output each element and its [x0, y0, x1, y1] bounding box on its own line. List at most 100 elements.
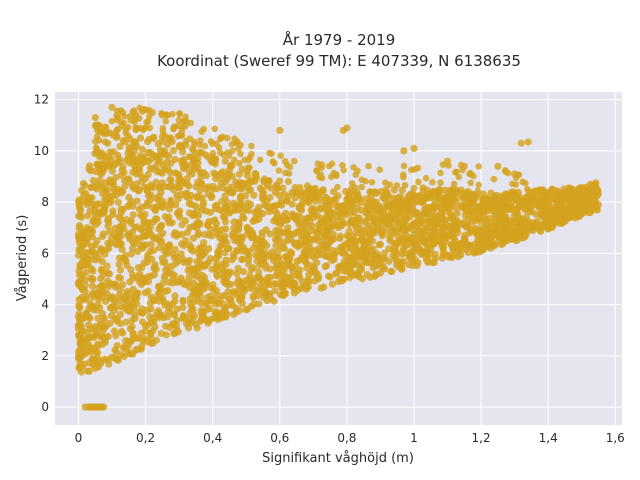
data-point: [413, 192, 421, 200]
data-point: [132, 234, 140, 242]
data-point: [131, 160, 139, 168]
data-point: [122, 318, 130, 326]
data-point: [410, 184, 418, 192]
data-point: [554, 188, 562, 196]
data-point: [536, 186, 545, 194]
data-point: [528, 202, 536, 210]
data-point: [80, 252, 88, 261]
data-point: [125, 124, 132, 131]
data-point: [135, 186, 143, 194]
data-point: [76, 278, 84, 286]
data-point: [159, 203, 167, 211]
data-point: [392, 200, 400, 208]
data-point: [142, 241, 150, 249]
data-point: [185, 168, 193, 176]
data-point: [228, 189, 236, 197]
data-point: [295, 227, 303, 235]
data-point: [129, 108, 137, 116]
data-point: [233, 270, 241, 278]
data-point: [372, 189, 381, 197]
data-point: [179, 303, 187, 311]
data-point: [353, 204, 361, 212]
data-point: [474, 187, 482, 195]
data-point: [326, 162, 333, 170]
data-point: [95, 284, 103, 292]
data-point: [334, 192, 342, 200]
data-point: [407, 249, 415, 257]
data-point: [437, 214, 445, 222]
data-point: [262, 226, 270, 234]
data-point: [355, 214, 363, 222]
y-tick-label: 6: [41, 246, 49, 260]
data-point: [196, 186, 204, 195]
data-point: [117, 225, 125, 233]
data-point: [506, 221, 514, 229]
data-point: [167, 176, 175, 184]
data-point: [294, 240, 302, 248]
data-point: [462, 202, 470, 210]
data-point: [284, 177, 292, 186]
data-point: [222, 313, 230, 321]
data-point: [109, 207, 117, 215]
data-point: [122, 337, 130, 345]
data-point: [343, 263, 351, 272]
chart-title: År 1979 - 2019 Koordinat (Sweref 99 TM):…: [157, 30, 521, 70]
data-point: [109, 180, 118, 188]
data-point: [431, 250, 439, 258]
data-point: [141, 158, 149, 166]
data-point: [212, 271, 221, 279]
data-point: [178, 221, 186, 229]
data-point: [246, 271, 254, 279]
data-point: [88, 290, 96, 298]
data-point: [341, 248, 349, 256]
data-point: [257, 238, 266, 246]
data-point: [401, 227, 409, 235]
data-point: [331, 251, 339, 259]
data-point: [106, 148, 114, 156]
data-point: [385, 202, 393, 210]
data-point: [75, 212, 83, 220]
data-point: [526, 226, 534, 234]
data-point: [225, 295, 233, 303]
data-point: [161, 287, 170, 295]
data-point: [437, 169, 444, 177]
data-point: [75, 196, 83, 204]
data-point: [345, 197, 353, 205]
data-point: [296, 266, 304, 274]
data-point: [205, 245, 213, 253]
data-point: [365, 162, 372, 170]
data-point: [204, 221, 212, 229]
data-point: [439, 251, 447, 259]
data-point: [194, 212, 202, 220]
data-point: [101, 138, 109, 146]
data-point: [514, 188, 523, 197]
data-point: [470, 172, 477, 180]
data-point: [384, 192, 392, 200]
x-tick-label: 1,2: [472, 431, 491, 445]
data-point: [283, 228, 291, 236]
data-point: [198, 128, 205, 135]
data-point: [182, 162, 190, 170]
data-point: [127, 250, 135, 258]
data-point: [359, 234, 367, 242]
data-point: [191, 285, 199, 293]
data-point: [189, 306, 197, 314]
data-point: [221, 157, 229, 165]
data-point: [236, 196, 245, 204]
data-point: [161, 301, 169, 309]
data-point: [117, 205, 125, 213]
data-point: [111, 296, 119, 304]
data-point: [132, 124, 140, 131]
data-point: [146, 313, 154, 321]
x-tick-label: 1,6: [606, 431, 625, 445]
data-point: [104, 283, 113, 291]
data-point: [546, 217, 554, 225]
data-point: [545, 191, 553, 199]
data-point: [104, 214, 113, 222]
data-point: [202, 207, 210, 215]
data-point: [276, 126, 284, 134]
data-point: [414, 164, 422, 172]
data-point: [170, 330, 178, 338]
data-point: [237, 150, 244, 158]
data-point: [153, 168, 161, 176]
